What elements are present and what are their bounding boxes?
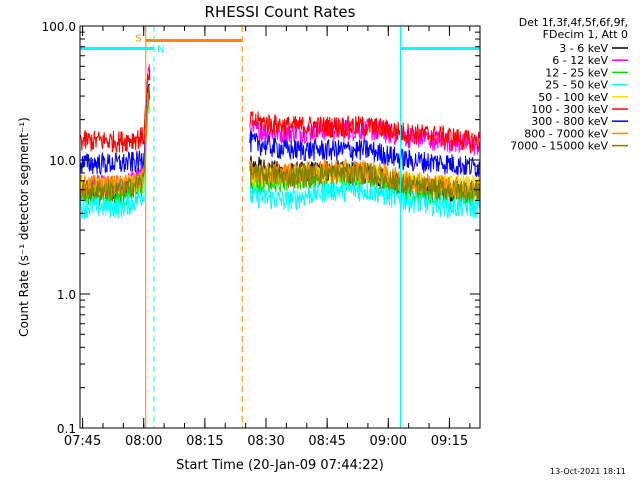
legend-label-5: 100 - 300 keV [531,103,608,116]
series-line-8 [79,86,481,202]
legend-label-3: 25 - 50 keV [545,79,608,92]
x-tick-label-1: 08:00 [125,434,162,449]
annotation-layer: SN [79,26,481,428]
x-tick-label-4: 08:45 [308,434,345,449]
series-line-6 [79,85,481,177]
series-layer [79,64,481,219]
legend-label-8: 7000 - 15000 keV [510,140,608,153]
y-tick-label-0: 0.1 [57,422,76,436]
x-tick-label-3: 08:30 [247,434,284,449]
legend-label-4: 50 - 100 keV [538,91,608,104]
legend: Det 1f,3f,4f,5f,6f,9f,FDecim 1, Att 03 -… [510,16,628,153]
legend-header-0: Det 1f,3f,4f,5f,6f,9f, [519,16,628,29]
chart-title: RHESSI Count Rates [205,3,356,21]
legend-header-1: FDecim 1, Att 0 [543,28,628,41]
legend-label-2: 12 - 25 keV [545,66,608,79]
y-tick-label-2: 10.0 [49,154,76,168]
plot-frame [79,25,481,429]
x-tick-label-0: 07:45 [64,434,101,449]
x-axis-label: Start Time (20-Jan-09 07:44:22) [176,458,384,473]
series-line-5 [79,70,481,155]
legend-label-6: 300 - 800 keV [531,115,608,128]
marker-label-0: S [135,33,141,44]
legend-label-0: 3 - 6 keV [559,42,608,55]
y-tick-label-1: 1.0 [57,288,76,302]
legend-label-1: 6 - 12 keV [552,54,608,67]
marker-label-1: N [157,44,164,55]
x-tick-label-6: 09:15 [431,434,468,449]
x-tick-label-5: 09:00 [370,434,407,449]
y-axis-label: Count Rate (s⁻¹ detector segment⁻¹) [17,117,31,337]
x-tick-label-2: 08:15 [186,434,223,449]
timestamp: 13-Oct-2021 18:11 [550,467,626,476]
y-tick-label-3: 100.0 [42,20,76,34]
legend-label-7: 800 - 7000 keV [524,127,608,140]
axis-layer: 0.1 1.0 10.0 100.0 07:45 08:00 08:15 08:30 08:45… [42,20,480,449]
series-line-3 [79,102,481,219]
